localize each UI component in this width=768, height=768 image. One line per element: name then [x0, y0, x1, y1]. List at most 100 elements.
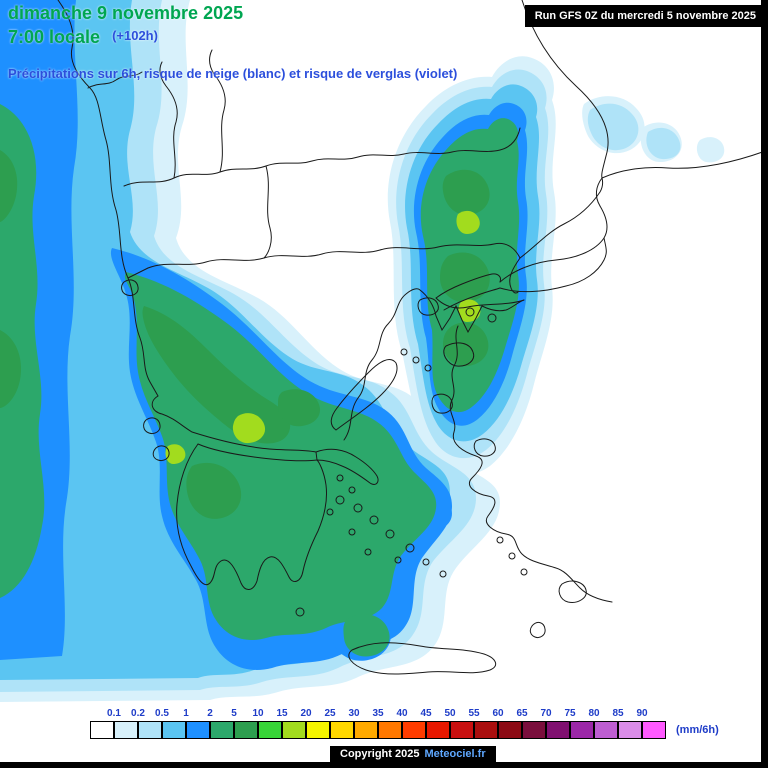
- coast-marmara-south: [499, 237, 607, 293]
- island-crete: [348, 642, 497, 675]
- forecast-time: 7:00 locale (+102h): [8, 27, 158, 48]
- legend-color-box: [90, 721, 114, 739]
- legend-color-box: [546, 721, 570, 739]
- precip-layer-20mm: [165, 210, 481, 464]
- legend-tick-label: 20: [300, 708, 312, 719]
- legend-color-box: [282, 721, 306, 739]
- legend-color-box: [618, 721, 642, 739]
- border-macedonia-bulgaria: [263, 165, 272, 259]
- legend-unit-label: (mm/6h): [676, 724, 719, 736]
- island-chios: [431, 393, 453, 414]
- legend-color-box: [306, 721, 330, 739]
- legend-color-box: [402, 721, 426, 739]
- run-info-box: Run GFS 0Z du mercredi 5 novembre 2025: [524, 5, 768, 27]
- legend-tick-label: 85: [612, 708, 624, 719]
- legend-color-box: [138, 721, 162, 739]
- legend-color-box: [354, 721, 378, 739]
- legend-tick-label: 60: [492, 708, 504, 719]
- legend-color-box: [642, 721, 666, 739]
- legend-tick-label: 65: [516, 708, 528, 719]
- bottom-border-bar: [0, 762, 768, 768]
- legend-tick-row: 0.1 0.2 0.5 1 2 5 10 15 20 25 30 35 40 45 50 55 60 65 70 75…: [102, 708, 654, 719]
- legend-color-box: [594, 721, 618, 739]
- legend-color-box: [234, 721, 258, 739]
- legend-color-box: [474, 721, 498, 739]
- legend-tick-label: 35: [372, 708, 384, 719]
- legend-color-box: [570, 721, 594, 739]
- legend-color-box: [114, 721, 138, 739]
- legend-tick-label: 40: [396, 708, 408, 719]
- map-subtitle: Précipitations sur 6h, risque de neige (…: [8, 66, 458, 81]
- legend-tick-label: 25: [324, 708, 336, 719]
- legend-tick-label: 90: [636, 708, 648, 719]
- legend-color-box: [210, 721, 234, 739]
- legend-color-box: [426, 721, 450, 739]
- legend-color-box: [378, 721, 402, 739]
- coast-turkey-aegean: [449, 325, 613, 603]
- border-albania: [127, 267, 149, 279]
- legend-color-box: [162, 721, 186, 739]
- forecast-date: dimanche 9 novembre 2025: [8, 3, 244, 23]
- legend-tick-label: 15: [276, 708, 288, 719]
- island-kefalonia: [143, 417, 161, 434]
- legend-tick-label: 5: [231, 708, 237, 719]
- copyright-site: Meteociel.fr: [424, 748, 486, 760]
- right-border-bar: [761, 0, 768, 768]
- island-karpathos: [529, 621, 546, 638]
- border-bulgaria-turkey: [519, 177, 604, 259]
- copyright-text: Copyright 2025: [340, 748, 420, 760]
- legend-tick-label: 1: [183, 708, 189, 719]
- legend-color-scale: [90, 721, 666, 739]
- legend-tick-label: 30: [348, 708, 360, 719]
- border-serbia-east: [209, 49, 226, 173]
- legend-color-box: [330, 721, 354, 739]
- coast-black-sea: [521, 0, 768, 179]
- coast-thrace: [435, 297, 525, 309]
- island-evia: [330, 359, 398, 431]
- copyright-box: Copyright 2025 Meteociel.fr: [330, 746, 496, 762]
- legend-tick-label: 2: [207, 708, 213, 719]
- legend-color-box: [186, 721, 210, 739]
- legend-tick-label: 0.5: [155, 708, 169, 719]
- legend-tick-label: 75: [564, 708, 576, 719]
- coast-peloponnese: [176, 443, 327, 590]
- coast-east-greece-chalkidiki: [343, 288, 525, 441]
- legend-tick-label: 80: [588, 708, 600, 719]
- border-montenegro: [87, 71, 143, 89]
- coast-dardanelles-south: [443, 287, 501, 311]
- coast-attica: [315, 448, 379, 485]
- border-balkan-long: [123, 127, 521, 187]
- legend-tick-label: 45: [420, 708, 432, 719]
- legend-tick-label: 70: [540, 708, 552, 719]
- forecast-hour-offset: (+102h): [112, 28, 158, 43]
- legend-color-box: [450, 721, 474, 739]
- island-rhodes: [558, 580, 587, 603]
- legend-tick-label: 0.2: [131, 708, 145, 719]
- run-info-label: Run GFS 0Z du mercredi 5 novembre 2025: [534, 10, 756, 22]
- legend-color-box: [498, 721, 522, 739]
- coast-bosphorus: [595, 177, 603, 207]
- forecast-time-label: 7:00 locale: [8, 27, 101, 47]
- island-lemnos: [417, 297, 439, 316]
- island-zakynthos: [152, 445, 170, 461]
- border-greece-north: [147, 242, 521, 269]
- legend-tick-label: 50: [444, 708, 456, 719]
- coast-marmara-north: [499, 205, 608, 283]
- legend-tick-label: 0.1: [107, 708, 121, 719]
- island-corfu: [121, 279, 139, 296]
- legend-tick-label: 10: [252, 708, 264, 719]
- legend-color-box: [522, 721, 546, 739]
- legend-color-box: [258, 721, 282, 739]
- precip-layer-5mm: [0, 150, 490, 519]
- coast-adriatic-west-greece: [57, 0, 193, 433]
- border-serbia-west: [159, 61, 178, 179]
- coast-gulf-corinth-north: [191, 431, 317, 453]
- island-lesbos: [443, 342, 475, 367]
- islands: [121, 279, 587, 675]
- island-samos: [473, 438, 496, 457]
- legend-tick-label: 55: [468, 708, 480, 719]
- coast-dardanelles-north: [435, 273, 501, 299]
- border-greece-turkey: [509, 257, 521, 294]
